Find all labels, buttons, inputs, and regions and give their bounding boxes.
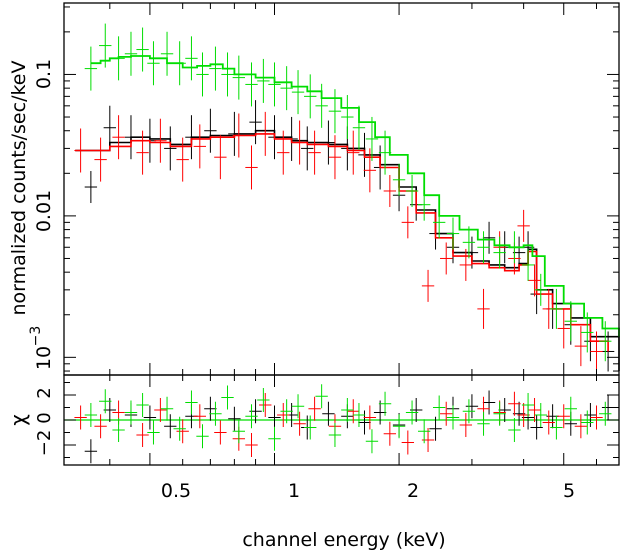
y-tick-label-0.001: 10 −3	[28, 326, 55, 370]
y-tick-label-base: 10	[33, 346, 55, 370]
x-tick-label-5: 5	[563, 480, 575, 502]
data-layer	[64, 23, 620, 464]
y-axis-label: normalized counts/sec/keV	[8, 61, 30, 316]
resid-tick-label-0: 0	[34, 412, 55, 423]
x-tick-label-1: 1	[288, 480, 300, 502]
x-axis-label: channel energy (keV)	[242, 529, 445, 551]
y-tick-label-0.01: 0.01	[33, 190, 55, 232]
model-line-1	[75, 133, 609, 352]
residual-y-label: χ	[6, 414, 30, 426]
y-tick-label-exponent: −3	[28, 326, 44, 347]
axes-layer: normalized counts/sec/keV χ channel ener…	[6, 2, 620, 551]
resid-tick-label-2: 2	[34, 387, 55, 398]
y-tick-label-0.1: 0.1	[33, 59, 55, 89]
model-line-2	[90, 55, 620, 337]
x-tick-label-2: 2	[407, 480, 419, 502]
resid-tick-label-neg2: −2	[34, 430, 55, 457]
x-tick-label-0.5: 0.5	[161, 480, 191, 502]
spectrum-frame	[63, 2, 620, 376]
